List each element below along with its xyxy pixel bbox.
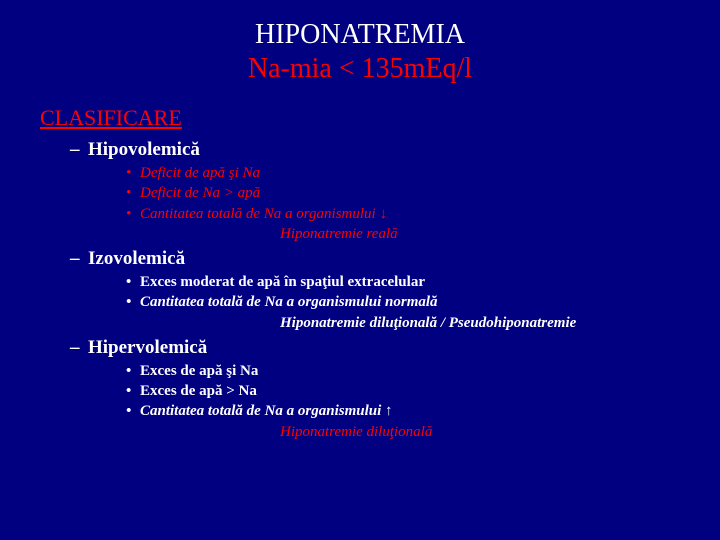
bullet-icon: • (126, 272, 140, 292)
group-label: Hipovolemică (88, 139, 200, 160)
item-text: Cantitatea totală de Na a organismului ↓ (140, 206, 387, 222)
dash-icon: – (70, 139, 88, 161)
bullet-icon: • (126, 381, 140, 401)
group-heading: –Hipervolemică (88, 337, 680, 359)
group-label: Hipervolemică (88, 337, 207, 358)
list-item: •Exces de apă > Na (140, 381, 680, 401)
group-heading: –Hipovolemică (88, 139, 680, 161)
item-text: Exces de apă şi Na (140, 363, 258, 379)
bullet-icon: • (126, 204, 140, 224)
list-item: •Deficit de apă şi Na (140, 163, 680, 183)
item-text: Cantitatea totală de Na a organismului n… (140, 294, 438, 310)
list-item: •Cantitatea totală de Na a organismului … (140, 401, 680, 421)
dash-icon: – (70, 337, 88, 359)
dash-icon: – (70, 248, 88, 270)
bullet-icon: • (126, 183, 140, 203)
item-text: Exces de apă > Na (140, 383, 257, 399)
list-item: •Cantitatea totală de Na a organismului … (140, 204, 680, 224)
list-item: •Exces moderat de apă în spaţiul extrace… (140, 272, 680, 292)
group-note: Hiponatremie reală (280, 224, 680, 244)
item-text: Deficit de apă şi Na (140, 165, 260, 181)
group-note: Hiponatremie diluţională / Pseudohiponat… (280, 313, 680, 333)
list-item: •Deficit de Na > apă (140, 183, 680, 203)
group-note: Hiponatremie diluţională (280, 422, 680, 442)
list-item: •Exces de apă şi Na (140, 361, 680, 381)
slide: HIPONATREMIA Na-mia < 135mEq/l CLASIFICA… (0, 0, 720, 540)
bullet-icon: • (126, 163, 140, 183)
slide-title: HIPONATREMIA Na-mia < 135mEq/l (40, 18, 680, 85)
bullet-icon: • (126, 401, 140, 421)
group-label: Izovolemică (88, 248, 185, 269)
group-heading: –Izovolemică (88, 248, 680, 270)
item-text: Exces moderat de apă în spaţiul extracel… (140, 274, 425, 290)
item-text: Deficit de Na > apă (140, 185, 260, 201)
bullet-icon: • (126, 361, 140, 381)
title-line-1: HIPONATREMIA (40, 18, 680, 52)
bullet-icon: • (126, 292, 140, 312)
title-line-2: Na-mia < 135mEq/l (40, 52, 680, 86)
section-heading: CLASIFICARE (40, 105, 680, 131)
list-item: •Cantitatea totală de Na a organismului … (140, 292, 680, 312)
item-text: Cantitatea totală de Na a organismului ↑ (140, 403, 393, 419)
